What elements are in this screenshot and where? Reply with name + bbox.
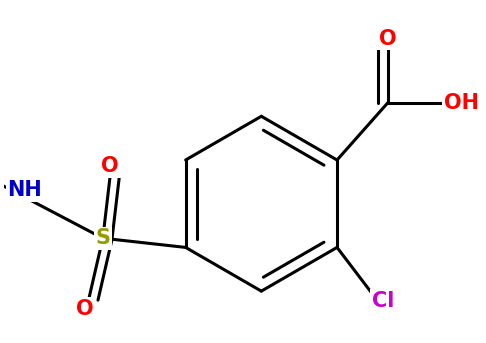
Text: O: O [76,299,93,319]
Text: OH: OH [444,93,479,113]
Text: NH: NH [7,180,42,200]
Text: S: S [95,228,110,248]
Text: Cl: Cl [372,291,394,311]
Text: O: O [379,28,397,48]
Text: O: O [102,156,119,176]
